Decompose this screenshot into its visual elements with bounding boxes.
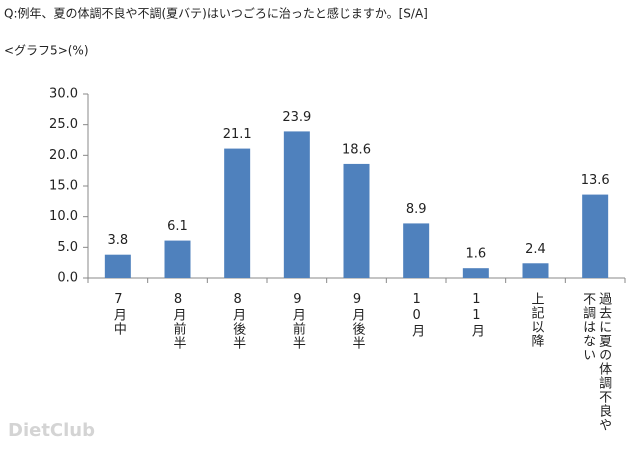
y-tick-label: 10.0: [49, 209, 78, 224]
bar: [104, 254, 131, 278]
value-label: 21.1: [223, 127, 252, 142]
value-label: 8.9: [406, 202, 427, 217]
chart-subtitle: <グラフ5>(%): [4, 44, 89, 58]
x-tick-label: 9月前半: [289, 292, 305, 350]
x-tick-label: 11月: [468, 292, 484, 338]
bar: [582, 194, 609, 278]
bar: [224, 148, 251, 278]
y-tick-label: 0.0: [57, 271, 78, 286]
y-tick-label: 15.0: [49, 179, 78, 194]
x-tick-label: 8月後半: [230, 292, 246, 350]
value-label: 6.1: [167, 219, 188, 234]
x-tick-label: 9月後半: [349, 292, 365, 350]
y-tick-label: 20.0: [49, 148, 78, 163]
value-label: 18.6: [342, 142, 371, 157]
y-tick-label: 5.0: [57, 240, 78, 255]
x-tick-label: 過去に夏の体調不良や不調はない: [580, 292, 612, 432]
watermark: DietClub: [8, 420, 96, 441]
y-tick-label: 25.0: [49, 117, 78, 132]
chart-title: Q:例年、夏の体調不良や不調(夏バテ)はいつごろに治ったと感じますか。[S/A]: [4, 6, 428, 21]
bar: [462, 268, 489, 278]
value-label: 1.6: [465, 247, 486, 262]
bar: [283, 131, 310, 278]
x-tick-label: 8月前半: [170, 292, 186, 350]
bar: [403, 223, 430, 278]
bar: [343, 163, 370, 278]
value-label: 3.8: [107, 233, 128, 248]
bar: [164, 240, 191, 278]
x-tick-label: 7月中: [110, 292, 126, 336]
value-label: 23.9: [282, 110, 311, 125]
value-label: 2.4: [525, 242, 546, 257]
x-tick-label: 10月: [409, 292, 425, 338]
y-tick-label: 30.0: [49, 87, 78, 102]
bar: [522, 263, 549, 278]
x-tick-label: 上記以降: [528, 292, 544, 348]
value-label: 13.6: [581, 173, 610, 188]
